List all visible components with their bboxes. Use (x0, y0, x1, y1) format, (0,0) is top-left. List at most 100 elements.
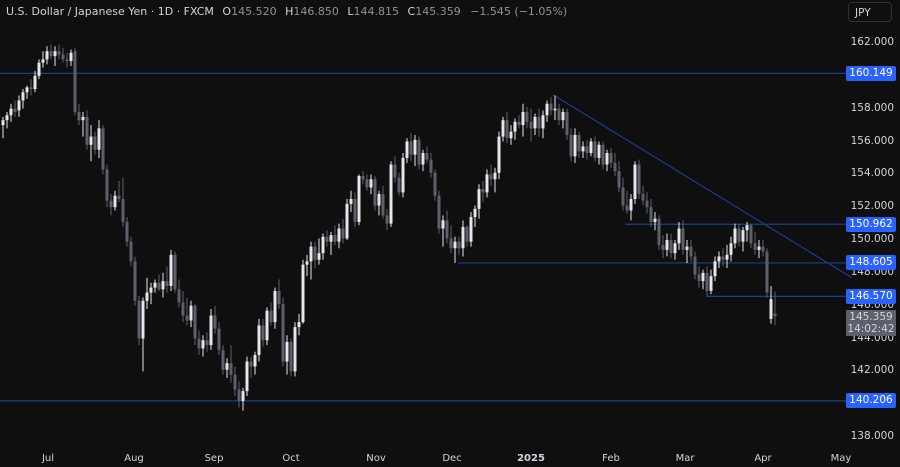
candle-body (125, 221, 129, 242)
candle-body (317, 253, 321, 260)
candle-body (733, 228, 737, 244)
candle-body (237, 389, 241, 401)
candle-body (137, 300, 141, 339)
candle-body (653, 218, 657, 222)
candle-body (765, 251, 769, 293)
time-tick-label: Sep (204, 453, 224, 464)
candle-body (197, 338, 201, 349)
candle-body (353, 198, 357, 222)
candle-body (705, 272, 709, 291)
candle-body (665, 240, 669, 250)
close-value: 145.359 (415, 5, 461, 18)
candle-body (185, 315, 189, 321)
candle-body (153, 282, 157, 288)
candle-body (49, 51, 53, 57)
candle-body (701, 272, 705, 282)
candle-body (405, 141, 409, 158)
candle-body (313, 246, 317, 260)
candle-body (265, 310, 269, 341)
current-price-box: 145.359 14:02:42 (846, 310, 896, 336)
price-tick-label: 152.000 (850, 200, 894, 213)
time-tick-label: Oct (282, 453, 300, 464)
candle-body (69, 52, 73, 62)
candle-body (453, 241, 457, 249)
time-tick-label: Apr (754, 453, 772, 464)
candle-body (605, 153, 609, 165)
candle-body (721, 256, 725, 260)
candle-body (117, 195, 121, 199)
candle-body (37, 62, 41, 76)
trend-line (552, 94, 853, 279)
symbol-legend: U.S. Dollar / Japanese Yen · 1D · FXCM O… (6, 5, 567, 18)
price-tick-label: 150.000 (850, 233, 894, 246)
candle-body (393, 164, 397, 178)
candle-body (541, 115, 545, 129)
candle-body (345, 203, 349, 239)
candle-body (369, 179, 373, 188)
candle-body (193, 305, 197, 339)
candle-body (149, 287, 153, 293)
candle-body (769, 299, 773, 319)
candle-body (437, 195, 441, 229)
candle-body (681, 228, 685, 250)
candle-body (81, 116, 85, 121)
candle-body (417, 139, 421, 165)
candle-body (757, 246, 761, 250)
candle-body (637, 164, 641, 195)
candle-body (425, 153, 429, 160)
candle-body (441, 220, 445, 229)
candle-body (617, 171, 621, 188)
candle-body (73, 51, 77, 112)
candle-body (349, 198, 353, 204)
time-tick-label: 2025 (517, 453, 545, 464)
candle-body (433, 172, 437, 196)
candle-body (189, 305, 193, 321)
currency-button[interactable]: JPY (848, 2, 892, 22)
low-value: 144.815 (353, 5, 400, 18)
candle-body (93, 136, 97, 150)
level-price-badge: 148.605 (846, 255, 896, 271)
candle-body (217, 328, 221, 351)
candle-body (517, 121, 521, 126)
candle-body (41, 59, 45, 63)
candle-body (33, 75, 37, 89)
candle-body (529, 121, 533, 129)
high-value: 146.850 (293, 5, 339, 18)
candle-body (281, 304, 285, 362)
candle-body (57, 51, 61, 55)
price-tick-label: 158.000 (850, 101, 894, 114)
candle-body (121, 198, 125, 222)
price-tick-label: 142.000 (850, 364, 894, 377)
candle-body (729, 243, 733, 255)
candle-body (229, 363, 233, 375)
candle-body (97, 128, 101, 150)
candle-body (9, 108, 13, 116)
high-label: H (285, 5, 294, 18)
candle-body (561, 111, 565, 121)
candle-body (221, 350, 225, 370)
candle-body (713, 261, 717, 277)
candle-body (445, 220, 449, 239)
candle-body (577, 134, 581, 152)
candle-body (61, 54, 65, 60)
candle-body (409, 141, 413, 155)
candle-body (413, 139, 417, 155)
candle-body (521, 111, 525, 126)
candle-body (157, 282, 161, 290)
candle-body (241, 391, 245, 401)
candle-body (621, 187, 625, 206)
level-price-badge: 140.206 (846, 393, 896, 409)
candle-body (565, 111, 569, 135)
candle-body (21, 92, 25, 101)
close-label: C (407, 5, 416, 18)
candle-body (549, 103, 553, 111)
candle-body (569, 134, 573, 157)
price-tick-label: 138.000 (850, 430, 894, 443)
candle-body (101, 128, 105, 170)
candle-body (181, 302, 185, 316)
price-tick-label: 162.000 (850, 36, 894, 48)
change-value: −1.545 (−1.05%) (470, 5, 568, 18)
candle-body (749, 225, 753, 244)
